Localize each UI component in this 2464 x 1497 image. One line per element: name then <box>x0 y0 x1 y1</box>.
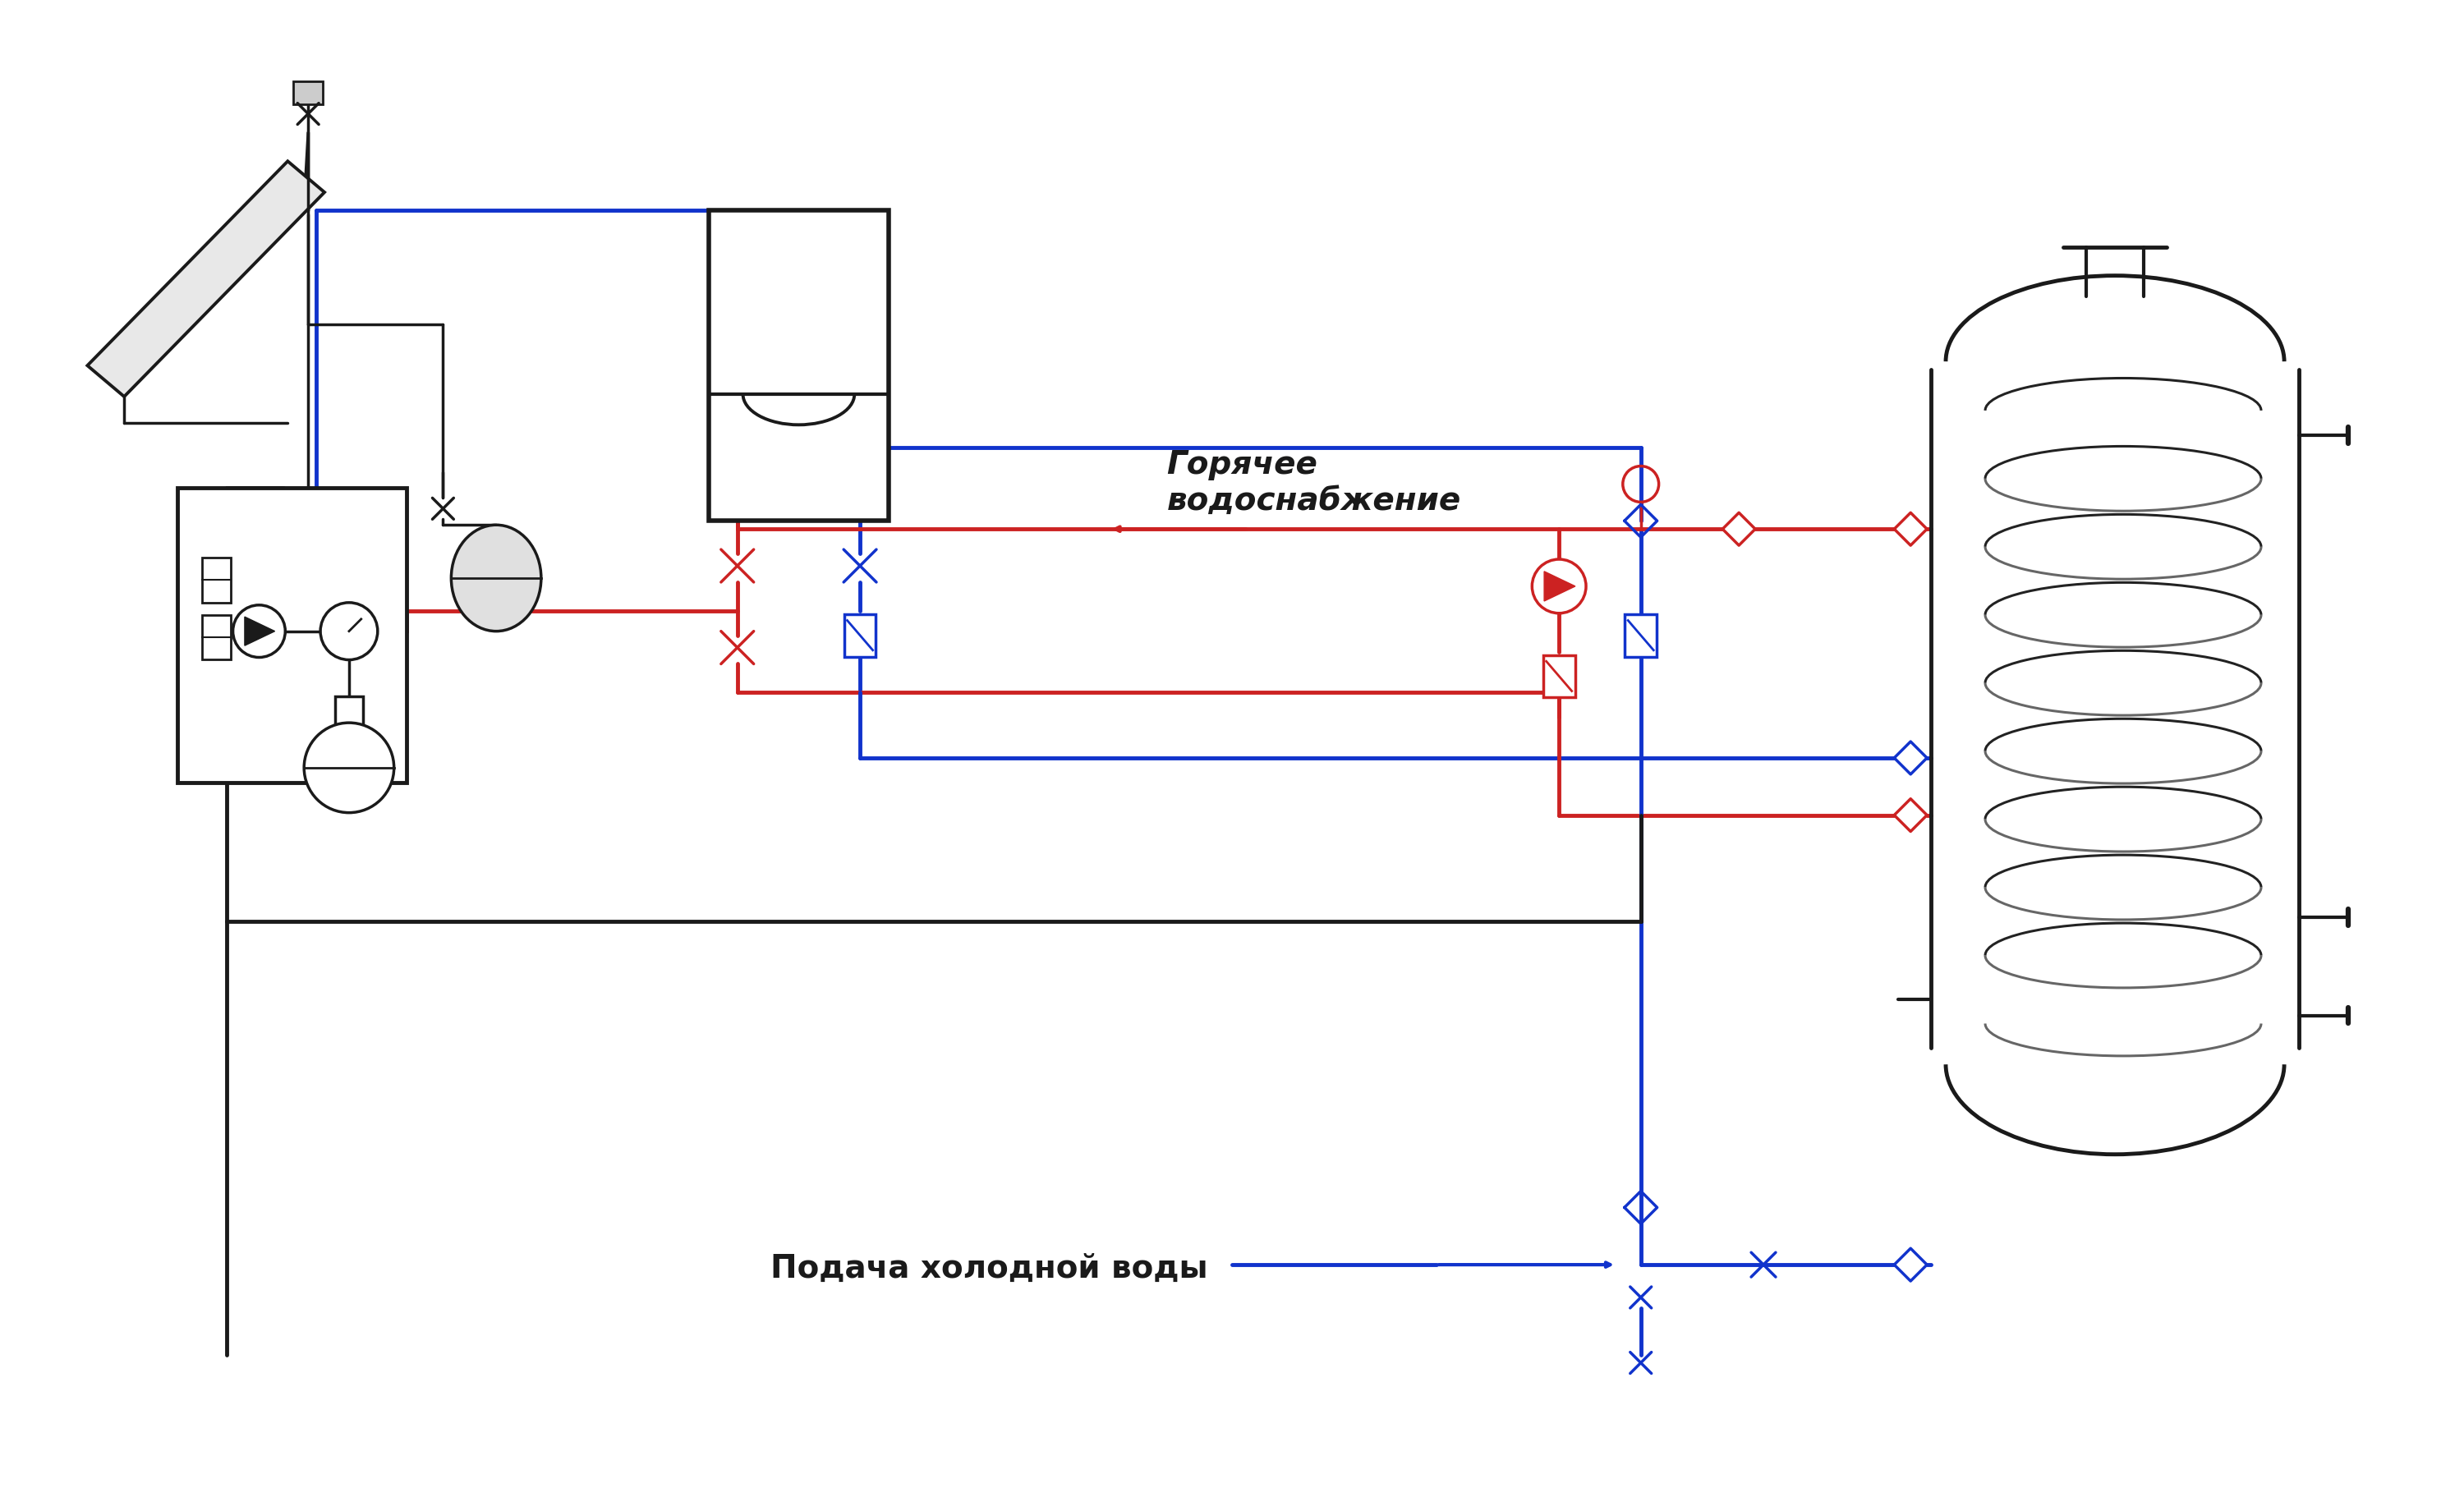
Bar <box>335 696 362 762</box>
Bar <box>1624 614 1656 657</box>
Bar <box>710 210 890 521</box>
Bar <box>293 81 323 103</box>
Polygon shape <box>244 617 276 645</box>
Ellipse shape <box>451 525 542 632</box>
Circle shape <box>1533 560 1587 614</box>
Bar <box>177 488 407 783</box>
Polygon shape <box>86 162 325 397</box>
Circle shape <box>303 723 394 813</box>
Polygon shape <box>1545 572 1574 602</box>
Bar <box>202 557 232 603</box>
Bar <box>845 614 875 657</box>
Bar <box>1542 654 1574 698</box>
Text: Подача холодной воды: Подача холодной воды <box>771 1253 1207 1284</box>
Bar <box>202 615 232 660</box>
Circle shape <box>320 603 377 660</box>
Circle shape <box>234 605 286 657</box>
Text: Горячее
водоснабжение: Горячее водоснабжение <box>1165 449 1461 516</box>
